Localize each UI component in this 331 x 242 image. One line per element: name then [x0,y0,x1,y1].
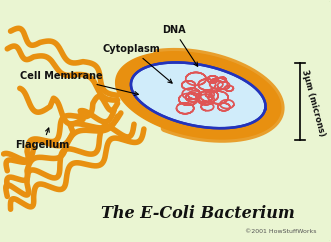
Text: DNA: DNA [162,25,198,66]
Polygon shape [131,62,265,128]
Text: 3μm (microns): 3μm (microns) [300,69,327,138]
Text: Cell Membrane: Cell Membrane [21,71,138,95]
Text: Flagellum: Flagellum [16,128,70,150]
Text: ©2001 HowStuffWorks: ©2001 HowStuffWorks [245,229,316,234]
Text: The E-Coli Bacterium: The E-Coli Bacterium [101,204,295,222]
Text: Cytoplasm: Cytoplasm [103,44,172,83]
Polygon shape [116,52,281,139]
